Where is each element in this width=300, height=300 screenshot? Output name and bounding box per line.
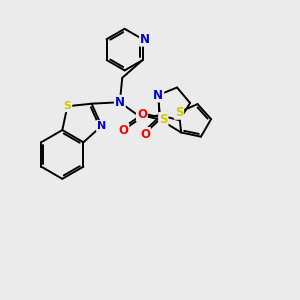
Text: S: S [159, 113, 168, 126]
Text: N: N [115, 96, 125, 109]
Text: S: S [63, 101, 71, 111]
Text: O: O [140, 128, 150, 141]
Text: N: N [140, 33, 150, 46]
Text: S: S [175, 106, 183, 119]
Text: O: O [118, 124, 128, 137]
Text: N: N [153, 88, 163, 102]
Text: O: O [137, 108, 147, 121]
Text: N: N [97, 121, 106, 131]
